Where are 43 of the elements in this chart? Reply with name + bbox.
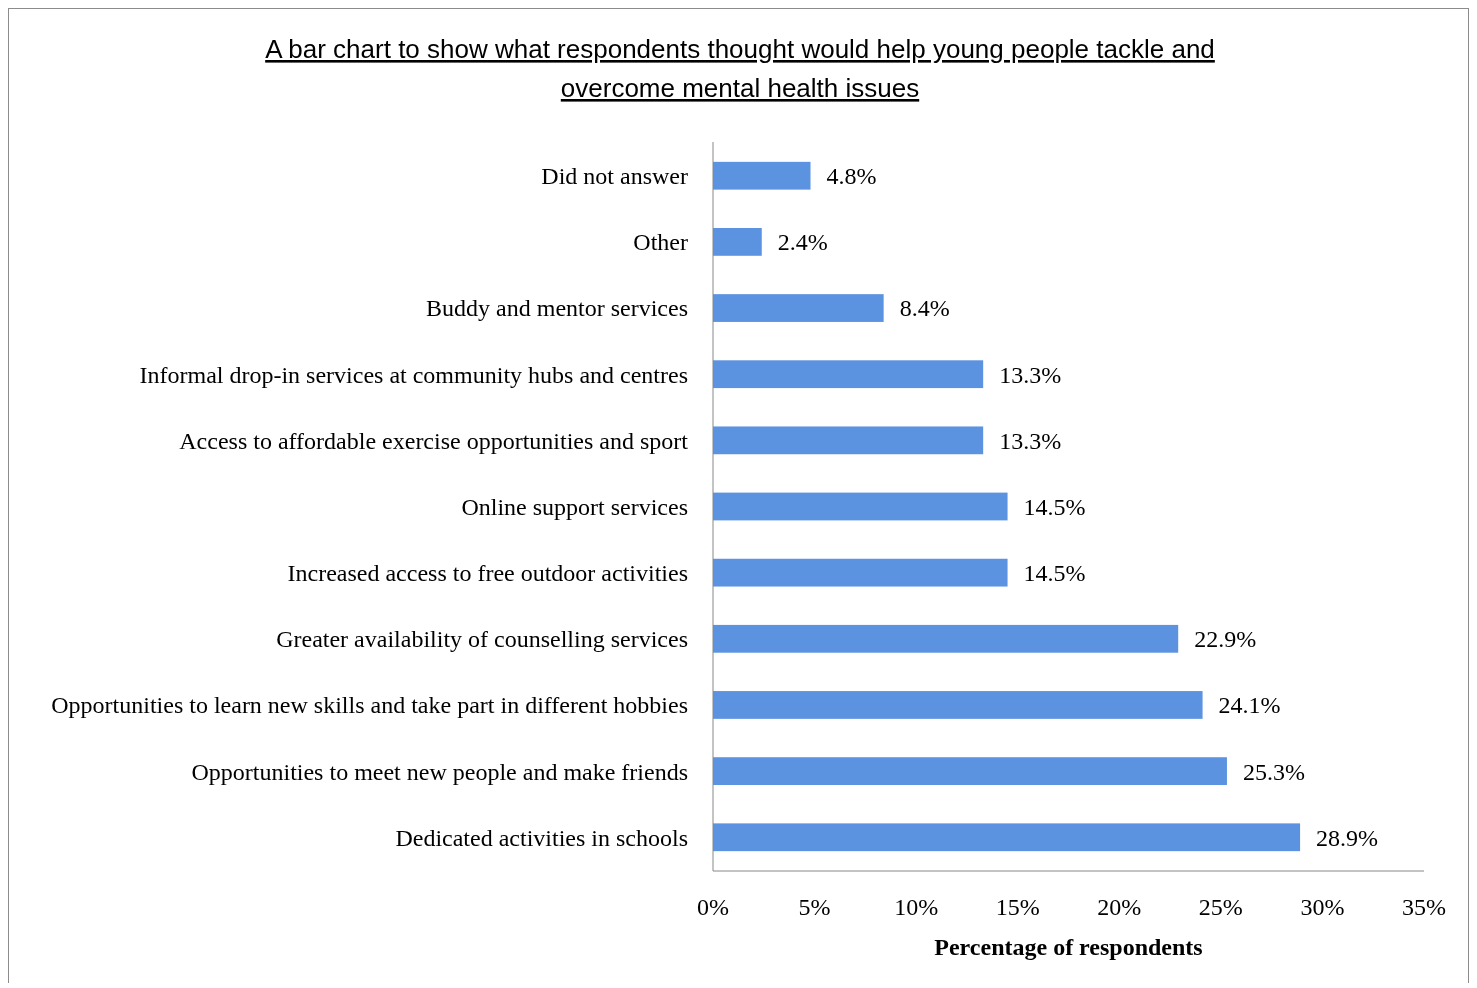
data-label: 13.3% [999, 361, 1062, 388]
y-tick-label: Dedicated activities in schools [395, 824, 688, 851]
chart-title: A bar chart to show what respondents thought would help young people tackle and overcome mental health issues [265, 34, 1215, 103]
y-tick-label: Online support services [461, 493, 688, 520]
x-axis-title: Percentage of respondents [934, 934, 1203, 960]
bar [713, 360, 984, 389]
x-tick-label: 30% [1300, 894, 1345, 920]
y-tick-label: Access to affordable exercise opportunities and sport [179, 427, 689, 454]
data-label: 25.3% [1242, 758, 1305, 785]
y-tick-label: Greater availability of counselling services [276, 626, 688, 653]
data-label: 13.3% [999, 427, 1062, 454]
bar [713, 691, 1203, 719]
data-label: 2.4% [777, 229, 828, 256]
y-tick-label: Informal drop-in services at community hubs and centres [139, 361, 688, 388]
x-tick-label: 0% [697, 894, 729, 920]
bar [713, 161, 811, 190]
y-tick-label: Opportunities to meet new people and make friends [191, 758, 688, 785]
data-label: 22.9% [1194, 626, 1257, 653]
x-tick-label: 15% [995, 894, 1040, 920]
bar [713, 558, 1008, 587]
data-label: 14.5% [1023, 493, 1086, 520]
x-tick-label: 10% [894, 894, 939, 920]
x-tick-label: 35% [1402, 894, 1446, 920]
data-label: 8.4% [899, 295, 950, 322]
data-label: 28.9% [1316, 824, 1379, 851]
y-tick-label: Buddy and mentor services [426, 295, 688, 322]
bar [713, 624, 1179, 653]
x-tick-label: 5% [798, 894, 831, 920]
bar [713, 492, 1008, 521]
data-label: 4.8% [826, 163, 877, 190]
bar [713, 294, 884, 322]
y-tick-label: Increased access to free outdoor activities [287, 560, 688, 587]
x-tick-label: 20% [1097, 894, 1142, 920]
x-tick-label: 25% [1198, 894, 1243, 920]
data-label: 14.5% [1023, 560, 1086, 587]
y-tick-label: Opportunities to learn new skills and take part in different hobbies [51, 692, 688, 719]
data-label: 24.1% [1218, 692, 1281, 719]
y-tick-label: Did not answer [541, 163, 688, 190]
bar [713, 757, 1227, 785]
bar [713, 823, 1301, 852]
bar [713, 228, 762, 256]
bar [713, 426, 984, 455]
y-tick-label: Other [633, 229, 688, 256]
